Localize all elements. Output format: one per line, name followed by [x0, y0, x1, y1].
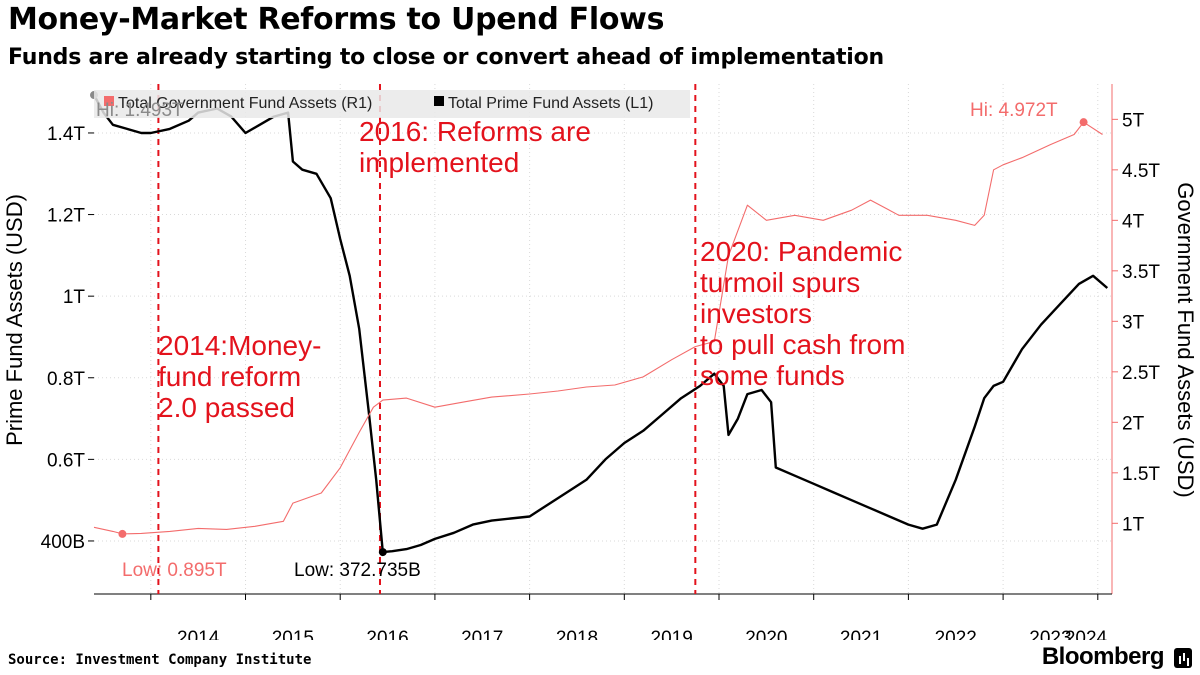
- right-tick-label: 1T: [1122, 514, 1145, 535]
- grid: [94, 84, 1112, 594]
- legend-swatch-prime: [434, 96, 444, 106]
- series-line-prime: [92, 94, 1109, 554]
- prime-hi-label: Hi: 1.493T: [96, 100, 184, 121]
- x-tick-label: 2015: [272, 628, 314, 640]
- series-lines: [90, 91, 1109, 557]
- source-note: Source: Investment Company Institute: [8, 652, 312, 668]
- annotation-text: 2020: Pandemic turmoil spurs investors to p…: [700, 236, 905, 391]
- x-tick-label: 2018: [556, 628, 598, 640]
- right-tick-label: 5T: [1122, 110, 1145, 131]
- annotation-line-text: 2020: Pandemic: [700, 236, 902, 267]
- annotation-line-text: some funds: [700, 360, 845, 391]
- annotation-line-text: investors: [700, 298, 812, 329]
- annotation-line-text: turmoil spurs: [700, 267, 860, 298]
- annotation-text: 2016: Reforms are implemented: [359, 116, 591, 178]
- legend-label-government: Total Government Fund Assets (R1): [118, 95, 372, 112]
- bloomberg-logo: Bloomberg: [1041, 643, 1165, 670]
- left-axis-title: Prime Fund Assets (USD): [2, 194, 27, 446]
- x-tick-label: 2021: [840, 628, 882, 640]
- legend: Total Government Fund Assets (R1) Total …: [94, 90, 690, 118]
- left-tick-label: 1.4T: [47, 124, 85, 145]
- gov-hi-label: Hi: 4.972T: [970, 100, 1058, 121]
- annotation-line-text: to pull cash from: [700, 329, 905, 360]
- annotation-lines: [157, 84, 697, 594]
- right-tick-label: 1.5T: [1122, 464, 1160, 485]
- prime-low-label: Low: 372.735B: [294, 560, 421, 581]
- legend-background: [94, 90, 690, 118]
- x-axis-ticks: 2014 2015 2016 2017 2018 2019 2020 2021 2022 2023…: [94, 593, 1112, 640]
- x-tick-label: 2019: [651, 628, 693, 640]
- right-tick-label: 3T: [1122, 312, 1145, 333]
- left-tick-label: 1T: [63, 287, 86, 308]
- prime-low-marker: [378, 548, 387, 557]
- gov-low-marker: [118, 529, 127, 538]
- annotation-line-text: 2014:Money-: [158, 330, 321, 361]
- x-tick-label: 2022: [935, 628, 977, 640]
- right-tick-label: 4.5T: [1122, 161, 1160, 182]
- right-tick-label: 2T: [1122, 413, 1145, 434]
- left-tick-label: 1.2T: [47, 206, 85, 227]
- x-tick-label: 2020: [745, 628, 787, 640]
- annotations: 2014:Money-fund reform 2.0 passed 2016: Re…: [158, 116, 905, 423]
- legend-swatch-government: [104, 96, 114, 106]
- left-tick-label: 400B: [41, 532, 85, 553]
- gov-low-label: Low: 0.895T: [122, 560, 227, 581]
- x-tick-label: 2024: [1065, 628, 1108, 640]
- right-tick-label: 3.5T: [1122, 262, 1160, 283]
- x-tick-label: 2014: [177, 628, 220, 640]
- legend-label-prime: Total Prime Fund Assets (L1): [448, 95, 653, 112]
- right-axis-title: Government Fund Assets (USD): [1173, 182, 1198, 497]
- chart-subtitle: Funds are already starting to close or c…: [8, 45, 885, 70]
- annotation-line-text: 2.0 passed: [158, 392, 295, 423]
- right-tick-label: 4T: [1122, 211, 1145, 232]
- annotation-text: 2014:Money-fund reform 2.0 passed: [158, 330, 321, 423]
- chart-title: Money-Market Reforms to Upend Flows: [8, 2, 665, 37]
- annotation-line-text: fund reform: [158, 361, 301, 392]
- x-tick-label: 2023: [1029, 628, 1071, 640]
- right-tick-label: 2.5T: [1122, 363, 1160, 384]
- series-line-government: [93, 121, 1103, 535]
- right-axis-ticks: 1T 1.5T 2T 2.5T 3T 3.5T 4T 4.5T 5T: [1111, 84, 1160, 594]
- chart: 400B 0.6T 0.8T 1T 1.2T 1.4T 1T 1.5T 2T 2.5T 3T 3.5…: [2, 84, 1198, 640]
- left-axis-ticks: 400B 0.6T 0.8T 1T 1.2T 1.4T: [41, 124, 94, 553]
- annotation-line-text: implemented: [359, 147, 519, 178]
- left-tick-label: 0.8T: [47, 369, 85, 390]
- gov-hi-marker: [1079, 118, 1088, 127]
- bloomberg-mark-icon: [1174, 648, 1192, 668]
- left-tick-label: 0.6T: [47, 450, 85, 471]
- x-tick-label: 2016: [366, 628, 408, 640]
- x-tick-label: 2017: [461, 628, 503, 640]
- annotation-line-text: 2016: Reforms are: [359, 116, 591, 147]
- point-labels: Hi: 1.493T Low: 372.735B Hi: 4.972T Low:…: [96, 100, 1058, 581]
